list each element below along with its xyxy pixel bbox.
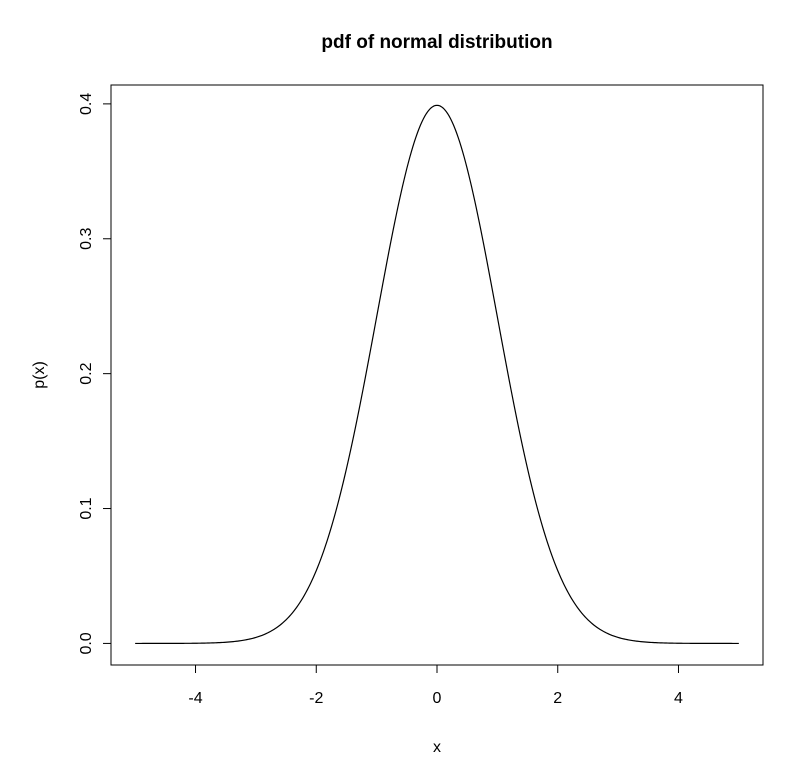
x-axis-label: x bbox=[433, 739, 441, 756]
x-tick-label: 0 bbox=[433, 690, 442, 707]
plot-frame bbox=[110, 84, 764, 666]
y-tick-label: 0.2 bbox=[78, 362, 95, 384]
x-tick-label: -4 bbox=[188, 690, 202, 707]
x-tick-label: 2 bbox=[553, 690, 562, 707]
chart-title: pdf of normal distribution bbox=[321, 32, 552, 53]
x-axis: -4 -2 0 2 4 bbox=[188, 664, 683, 707]
y-tick-label: 0.4 bbox=[78, 93, 95, 115]
y-tick-label: 0.0 bbox=[78, 632, 95, 654]
y-tick-label: 0.3 bbox=[78, 228, 95, 250]
y-axis-label: p(x) bbox=[31, 361, 48, 389]
series-line bbox=[135, 104, 739, 645]
y-axis: 0.0 0.1 0.2 0.3 0.4 bbox=[78, 93, 112, 655]
x-tick-label: 4 bbox=[674, 690, 683, 707]
x-tick-label: -2 bbox=[309, 690, 323, 707]
y-tick-label: 0.1 bbox=[78, 497, 95, 519]
